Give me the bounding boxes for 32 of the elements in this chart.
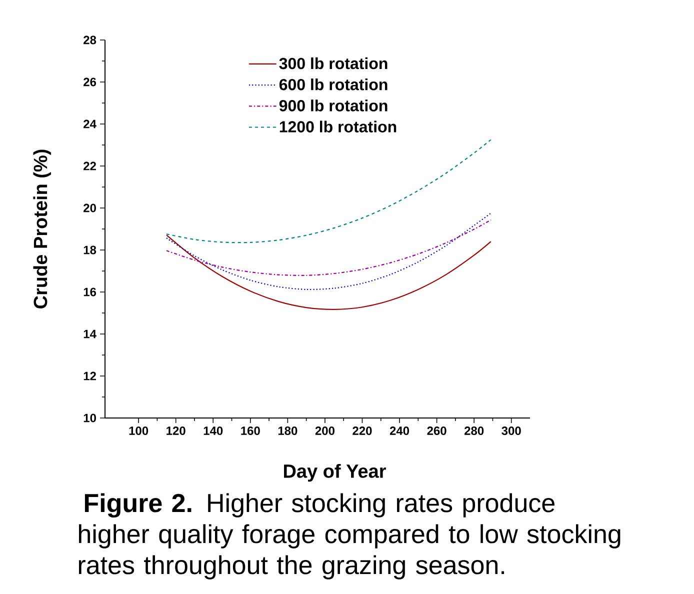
y-tick-label: 26 bbox=[84, 78, 96, 86]
legend-label: 300 lb rotation bbox=[279, 57, 388, 70]
x-tick-label: 240 bbox=[390, 426, 410, 436]
line-series bbox=[166, 219, 492, 276]
x-tick-label: 120 bbox=[166, 426, 186, 436]
y-tick-label: 22 bbox=[84, 162, 96, 170]
x-tick-label: 180 bbox=[278, 426, 298, 436]
legend-label: 900 lb rotation bbox=[279, 100, 388, 112]
x-axis-title: Day of Year bbox=[284, 464, 386, 482]
y-tick-label: 14 bbox=[84, 330, 96, 338]
x-tick-label: 280 bbox=[464, 426, 484, 436]
x-tick-label: 260 bbox=[427, 426, 446, 436]
y-tick-label: 20 bbox=[84, 204, 96, 212]
x-tick-label: 200 bbox=[315, 426, 334, 436]
y-tick-label: 18 bbox=[84, 246, 96, 254]
text: Figure 2. Higher stocking rates produce higher quality forage compared to low stocking rates throughout the grazing season. bbox=[78, 493, 620, 580]
x-tick-label: 160 bbox=[241, 426, 260, 436]
y-tick-label: 12 bbox=[84, 372, 96, 380]
legend-label: 600 lb rotation bbox=[279, 78, 388, 90]
line-series bbox=[166, 212, 492, 290]
y-tick-label: 24 bbox=[84, 120, 96, 128]
legend-label: 1200 lb rotation bbox=[280, 120, 396, 132]
x-tick-label: 220 bbox=[352, 426, 372, 436]
y-tick-label: 10 bbox=[84, 414, 96, 422]
y-tick-label: 16 bbox=[84, 288, 96, 296]
x-tick-label: 140 bbox=[204, 426, 223, 436]
x-tick-label: 100 bbox=[129, 426, 148, 436]
line-series bbox=[166, 234, 492, 310]
y-axis-title: Crude Protein (%) bbox=[33, 150, 51, 308]
y-tick-label: 28 bbox=[84, 36, 96, 44]
x-tick-label: 300 bbox=[502, 426, 521, 436]
line-series bbox=[166, 139, 492, 244]
